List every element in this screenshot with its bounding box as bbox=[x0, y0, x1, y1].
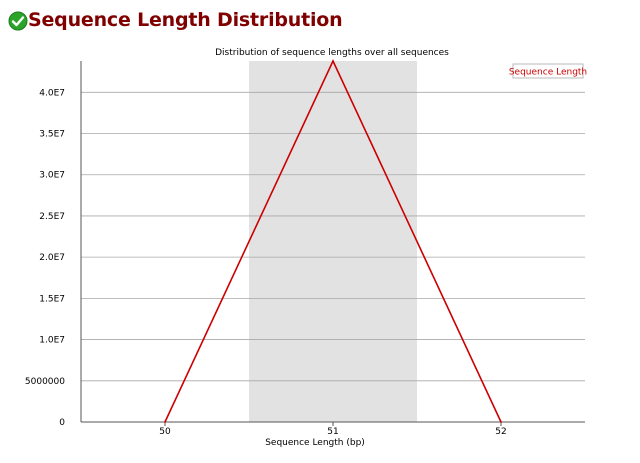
check-circle-icon bbox=[8, 11, 28, 31]
y-tick-label: 4.0E7 bbox=[39, 88, 65, 98]
y-tick-label: 1.0E7 bbox=[39, 336, 65, 346]
legend-box bbox=[512, 63, 584, 79]
series-layer bbox=[164, 59, 502, 423]
y-tick-label: 1.5E7 bbox=[39, 294, 65, 304]
highlight-band-layer bbox=[249, 61, 417, 422]
x-tick-label: 50 bbox=[159, 427, 171, 437]
data-point bbox=[164, 421, 166, 423]
highlight-band bbox=[249, 61, 417, 422]
y-tick-labels: 0 5000000 1.0E7 1.5E7 2.0E7 2.5E7 3.0E7 3.5E7 4.… bbox=[25, 88, 65, 428]
y-tick-label: 0 bbox=[59, 418, 65, 428]
y-tick-label: 2.0E7 bbox=[39, 253, 65, 263]
gridlines bbox=[81, 91, 585, 382]
y-tick-label: 3.0E7 bbox=[39, 171, 65, 181]
line-chart: Distribution of sequence lengths over al… bbox=[25, 48, 587, 448]
page-title: Sequence Length Distribution bbox=[28, 9, 343, 31]
x-tick-labels: 50 51 52 bbox=[159, 422, 507, 437]
y-tick-label: 5000000 bbox=[25, 377, 65, 387]
chart-title: Distribution of sequence lengths over al… bbox=[215, 48, 449, 58]
legend-entry-sequence-length: Sequence Length bbox=[509, 68, 587, 78]
y-tick-label: 2.5E7 bbox=[39, 212, 65, 222]
x-tick-label: 52 bbox=[495, 427, 506, 437]
data-point bbox=[332, 60, 334, 62]
data-point bbox=[500, 421, 502, 423]
x-tick-label: 51 bbox=[327, 427, 338, 437]
x-axis-label: Sequence Length (bp) bbox=[265, 438, 365, 448]
module-header: Sequence Length Distribution bbox=[0, 0, 640, 40]
y-tick-label: 3.5E7 bbox=[39, 130, 65, 140]
legend: Sequence Length bbox=[509, 63, 587, 79]
